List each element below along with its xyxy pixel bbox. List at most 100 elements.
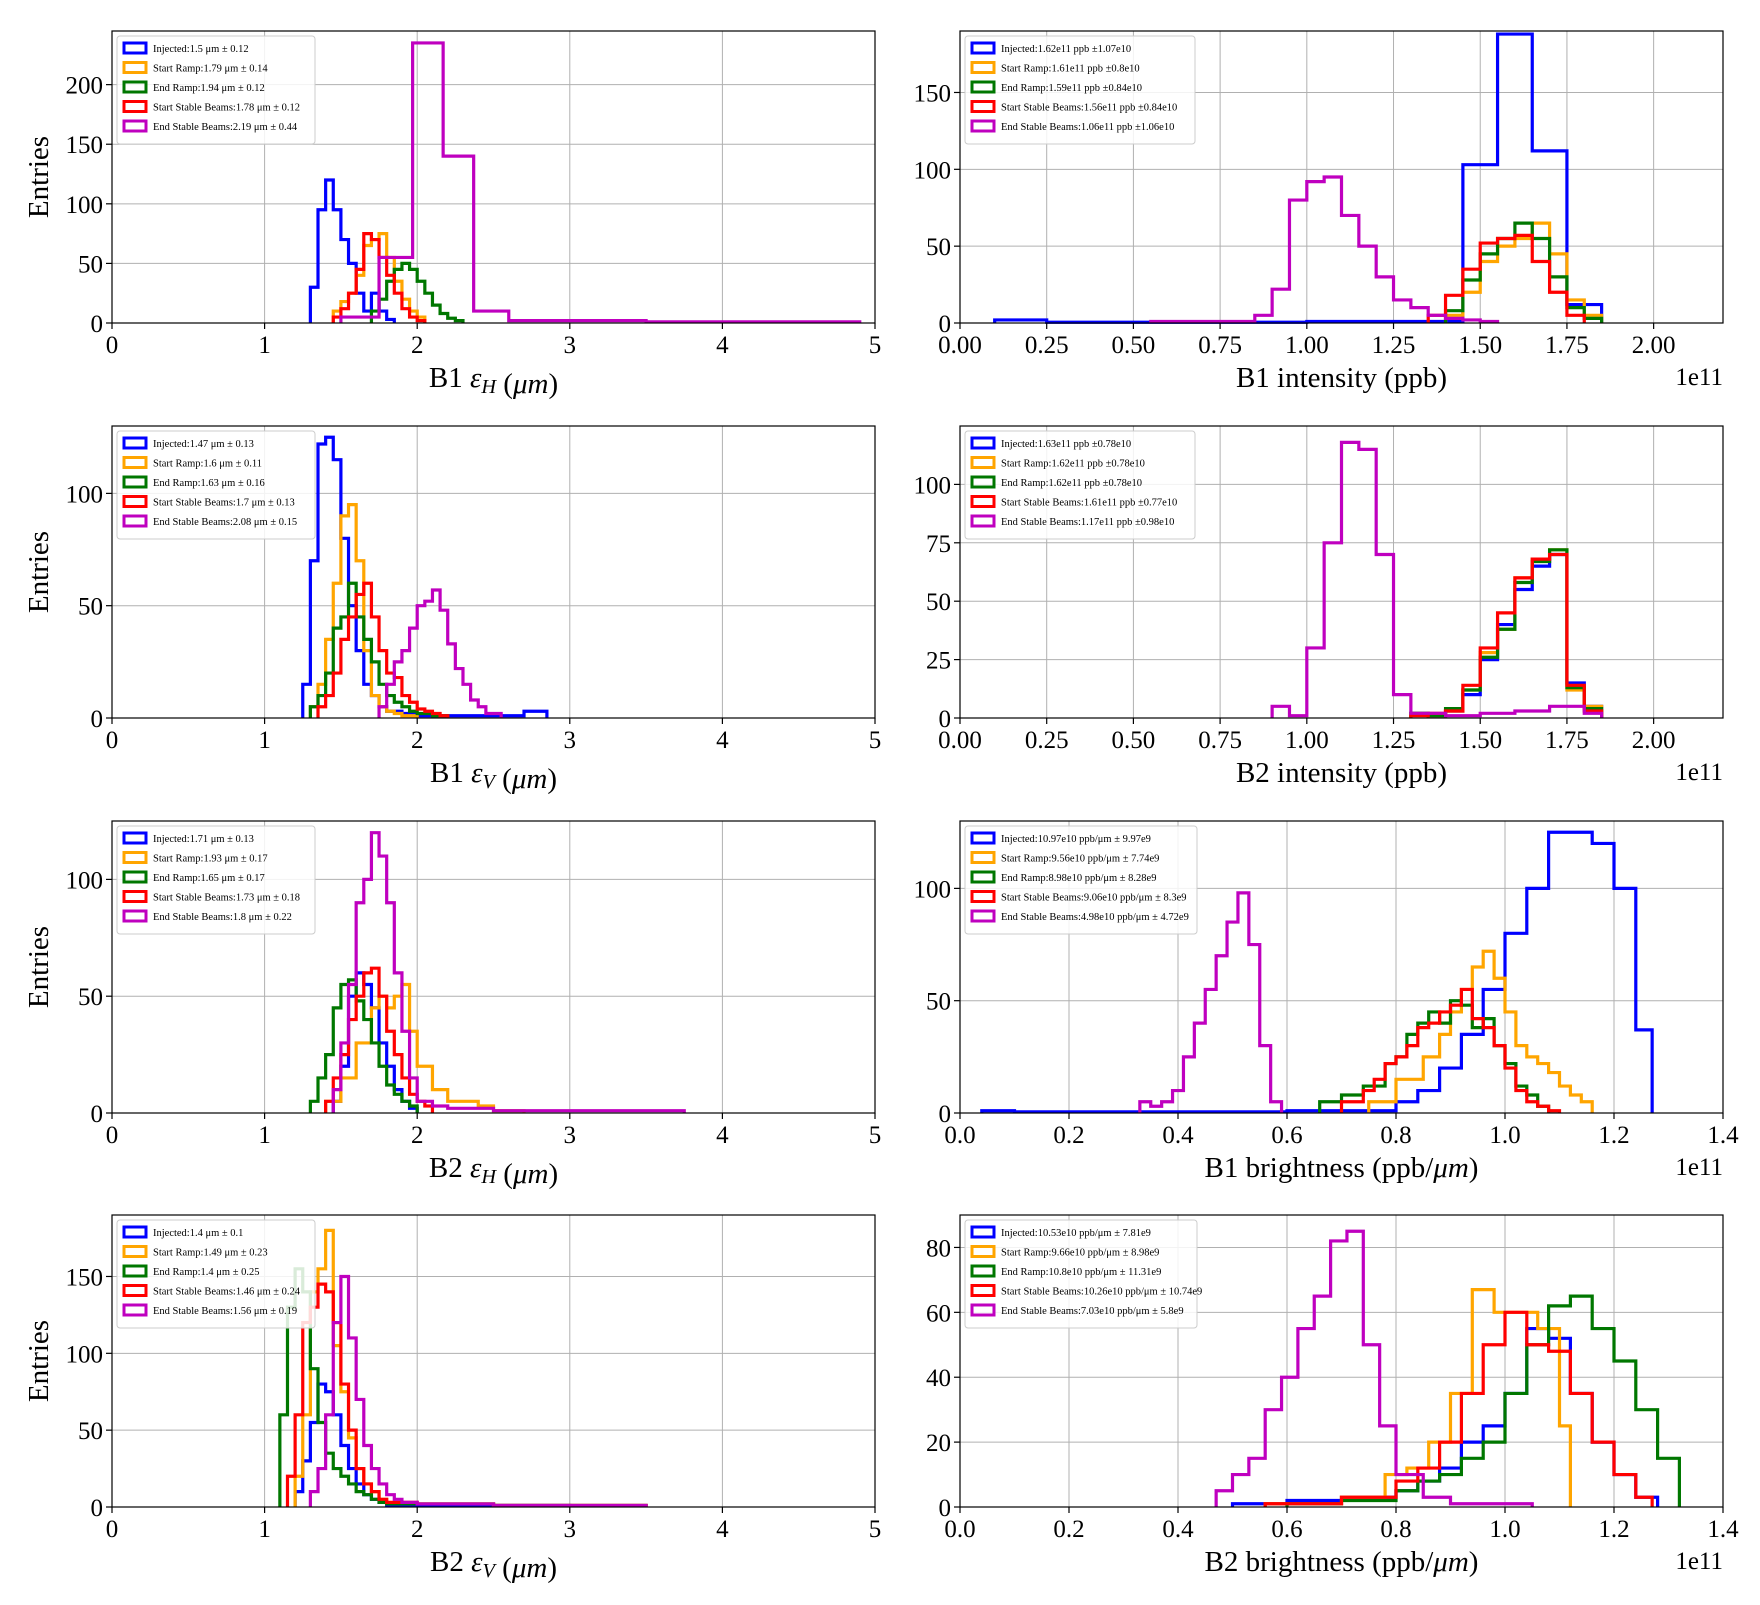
histogram-series-2 — [1367, 949, 1594, 1113]
legend-entry: Start Stable Beams:1.78 μm ± 0.12 — [153, 103, 300, 114]
histogram-series-2 — [1443, 221, 1604, 323]
x-tick-label: 2 — [411, 1516, 424, 1543]
y-axis-label: Entries — [23, 531, 55, 613]
legend-entry: End Stable Beams:1.17e11 ppb ±0.98e10 — [1001, 517, 1174, 528]
x-tick-label: 1.4 — [1707, 1122, 1739, 1149]
legend: Injected:1.71 μm ± 0.13 Start Ramp:1.93 μ… — [116, 825, 316, 935]
x-tick-label: 0.50 — [1112, 332, 1156, 359]
legend-swatch — [122, 119, 148, 133]
x-tick-label: 5 — [869, 1122, 882, 1149]
x-tick-label: 0 — [106, 1516, 119, 1543]
x-offset-label: 1e11 — [1675, 759, 1723, 786]
x-tick-label: 0.2 — [1053, 1122, 1084, 1149]
y-tick-label: 100 — [914, 157, 952, 184]
x-tick-label: 0.6 — [1271, 1122, 1302, 1149]
histogram-series-5 — [377, 588, 503, 718]
x-tick-label: 2.00 — [1632, 727, 1676, 754]
y-tick-label: 0 — [939, 311, 952, 338]
histogram-series-1 — [980, 830, 1654, 1114]
x-tick-label: 0.8 — [1380, 1122, 1411, 1149]
legend-box — [964, 430, 1196, 540]
legend-swatch — [970, 41, 996, 55]
legend-entry: Start Ramp:1.61e11 ppb ±0.8e10 — [1001, 64, 1140, 75]
y-tick-label: 50 — [78, 984, 103, 1011]
x-offset-label: 1e11 — [1675, 1154, 1723, 1181]
x-tick-label: 0.25 — [1025, 727, 1069, 754]
legend: Injected:1.62e11 ppb ±1.07e10 Start Ramp:… — [964, 35, 1196, 145]
histogram-series-4 — [1409, 552, 1604, 718]
legend-box — [116, 825, 316, 935]
chart-panel-4: 0.00 0.25 0.50 0.75 1.00 1.25 1.50 1.75 2.00 0 25 5… — [914, 425, 1724, 789]
y-axis-label: Entries — [23, 1320, 55, 1402]
legend-swatch — [122, 41, 148, 55]
histogram-series-1 — [993, 32, 1604, 324]
legend: Injected:10.97e10 ppb/μm ± 9.97e9 Start R… — [964, 825, 1198, 935]
legend-swatch — [970, 851, 996, 864]
x-tick-label: 0 — [106, 332, 119, 359]
x-tick-label: 0.0 — [944, 1516, 975, 1543]
x-tick-label: 1 — [258, 332, 271, 359]
legend-swatch — [122, 61, 148, 74]
x-tick-label: 1.0 — [1489, 1516, 1520, 1543]
legend: Injected:1.47 μm ± 0.13 Start Ramp:1.6 μm… — [116, 430, 316, 540]
legend-swatch — [122, 456, 148, 469]
x-tick-label: 1 — [258, 1122, 271, 1149]
y-tick-label: 80 — [926, 1235, 951, 1262]
chart-panel-2: 0.00 0.25 0.50 0.75 1.00 1.25 1.50 1.75 2.00 0 50 1… — [914, 30, 1724, 394]
legend-box — [964, 35, 1196, 145]
x-tick-label: 1 — [258, 727, 271, 754]
x-tick-label: 2 — [411, 727, 424, 754]
legend-swatch — [970, 870, 996, 884]
legend-swatch — [122, 870, 148, 884]
y-axis-label: Entries — [23, 926, 55, 1008]
x-tick-label: 1.2 — [1598, 1122, 1629, 1149]
legend-entry: Injected:1.5 μm ± 0.12 — [153, 44, 249, 55]
histogram-series-3 — [308, 978, 419, 1113]
x-tick-label: 0 — [106, 1122, 119, 1149]
legend-entry: Start Stable Beams:1.56e11 ppb ±0.84e10 — [1001, 103, 1177, 114]
legend-entry: Injected:1.4 μm ± 0.1 — [153, 1228, 243, 1239]
y-tick-label: 25 — [926, 648, 951, 675]
legend-swatch — [122, 475, 148, 489]
legend-swatch — [122, 909, 148, 923]
y-tick-label: 0 — [939, 1101, 952, 1128]
chart-panel-8: 0.0 0.2 0.4 0.6 0.8 1.0 1.2 1.4 0 20 40 60 80 B2 brig… — [926, 1214, 1739, 1578]
y-tick-label: 50 — [78, 594, 103, 621]
y-tick-label: 50 — [926, 989, 951, 1016]
legend-entry: Start Ramp:1.6 μm ± 0.11 — [153, 459, 262, 470]
legend-swatch — [122, 851, 148, 864]
legend-swatch — [970, 100, 996, 113]
x-tick-label: 0.2 — [1053, 1516, 1084, 1543]
legend: Injected:10.53e10 ppb/μm ± 7.81e9 Start R… — [964, 1219, 1202, 1329]
histogram-series-4 — [316, 581, 450, 718]
plot-frame — [959, 30, 1724, 324]
plot-frame — [111, 1214, 876, 1508]
legend-swatch — [970, 1284, 996, 1297]
y-tick-label: 100 — [66, 481, 104, 508]
legend-swatch — [970, 890, 996, 903]
legend-entry: End Ramp:1.65 μm ± 0.17 — [153, 873, 265, 884]
legend-swatch — [970, 1245, 996, 1258]
legend-swatch — [122, 1284, 148, 1297]
legend-swatch — [970, 1225, 996, 1239]
legend-entry: End Stable Beams:1.06e11 ppb ±1.06e10 — [1001, 122, 1174, 133]
plot-frame — [959, 425, 1724, 719]
y-tick-label: 200 — [66, 73, 104, 100]
legend: Injected:1.5 μm ± 0.12 Start Ramp:1.79 μm… — [116, 35, 316, 145]
y-tick-label: 0 — [91, 311, 104, 338]
x-tick-label: 4 — [716, 332, 729, 359]
legend-swatch — [970, 1303, 996, 1317]
y-tick-label: 150 — [914, 80, 952, 107]
x-tick-label: 0 — [106, 727, 119, 754]
histogram-series-3 — [1409, 548, 1604, 718]
legend-swatch — [970, 1264, 996, 1278]
x-tick-label: 0.75 — [1198, 727, 1242, 754]
x-tick-label: 1.25 — [1372, 727, 1416, 754]
y-tick-label: 150 — [66, 132, 104, 159]
x-tick-label: 4 — [716, 1516, 729, 1543]
x-axis-label: B2 εV (μm) — [430, 1546, 557, 1584]
histogram-series-5 — [339, 41, 862, 324]
x-tick-label: 1.2 — [1598, 1516, 1629, 1543]
x-tick-label: 0.50 — [1112, 727, 1156, 754]
